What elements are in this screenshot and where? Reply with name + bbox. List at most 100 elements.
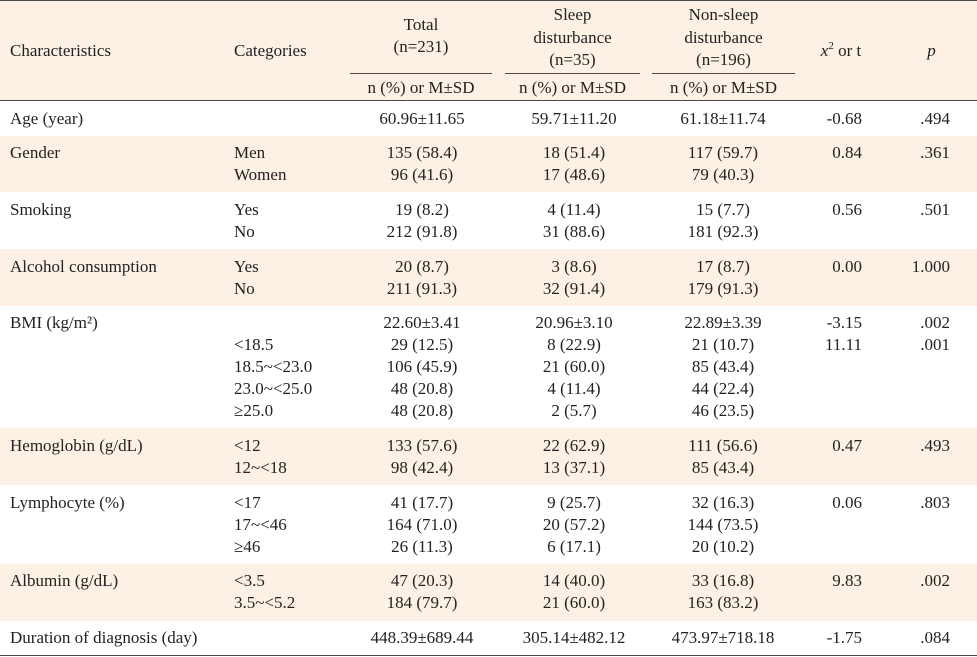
category-text: 23.0~<25.0 [234,379,313,399]
table-row: Age (year) 60.96±11.65 59.71±11.20 61.18±11… [0,101,977,136]
sleep-disturbance-cell: 20.96±3.10 8 (22.9) 21 (60.0) 4 (11.4) 2 (5.… [494,312,654,422]
characteristic-cell: Duration of diagnosis (day) [0,627,226,649]
total-text: 98 (42.4) [390,457,454,477]
non-sleep-disturbance-text: 22.89±3.39 [684,313,762,333]
total-text: 106 (45.9) [386,357,458,377]
table-row: Hemoglobin (g/dL) <12 12~<18 133 (57.6) 98 (… [0,428,977,486]
non-sleep-disturbance-text: 32 (16.3) [691,492,755,512]
sleep-disturbance-cell: 9 (25.7) 20 (57.2) 6 (17.1) [494,492,654,558]
sleep-disturbance-text: 31 (88.6) [542,221,606,241]
total-text: 26 (11.3) [391,536,453,556]
category-text: <17 [234,492,261,512]
p-value-cell: .002.001 [890,312,977,422]
sleep-disturbance-text: 4 (11.4) [547,199,601,219]
header-total-title: Total [403,15,439,34]
category-cell: Yes No [226,199,350,243]
total-cell: 133 (57.6) 98 (42.4) [350,435,494,479]
sleep-disturbance-text: 2 (5.7) [551,401,597,421]
category-text: <12 [234,435,261,455]
category-text: Men [234,143,266,163]
non-sleep-disturbance-text: 20 (10.2) [691,536,755,556]
header-sleep-rule [505,73,640,74]
characteristic-cell: Gender [0,142,226,186]
characteristic-label: Alcohol consumption [10,256,157,276]
test-statistic-cell: -1.75 [792,627,890,649]
header-non-sleep-disturbance: Non-sleep disturbance (n=196) [652,4,795,72]
p-value-text [890,457,950,479]
p-value-cell: .084 [890,627,977,649]
category-text: No [234,221,255,241]
total-text: 164 (71.0) [386,514,458,534]
characteristic-label: Age (year) [10,108,84,128]
non-sleep-disturbance-text: 163 (83.2) [687,593,759,613]
header-sleep-n: (n=35) [549,50,596,69]
characteristic-cell: BMI (kg/m²) [0,312,226,422]
characteristic-cell: Hemoglobin (g/dL) [0,435,226,479]
sleep-disturbance-text: 21 (60.0) [542,357,606,377]
header-stat-symbol: x [820,41,829,60]
non-sleep-disturbance-text: 15 (7.7) [696,199,750,219]
total-cell: 41 (17.7) 164 (71.0) 26 (11.3) [350,492,494,558]
sleep-disturbance-text: 20 (57.2) [542,514,606,534]
non-sleep-disturbance-text: 111 (56.6) [688,435,758,455]
sleep-disturbance-text: 21 (60.0) [542,593,606,613]
total-text: 133 (57.6) [386,435,458,455]
p-value-cell: .501 [890,199,977,243]
category-cell: <12 12~<18 [226,435,350,479]
table-row: Gender Men Women 135 (58.4) 96 (41.6) 18 (51.… [0,135,977,193]
category-cell: Yes No [226,256,350,300]
characteristic-label: Lymphocyte (%) [10,492,125,512]
non-sleep-disturbance-cell: 111 (56.6) 85 (43.4) [654,435,792,479]
sleep-disturbance-cell: 18 (51.4) 17 (48.6) [494,142,654,186]
sleep-disturbance-text: 6 (17.1) [547,536,601,556]
total-text: 96 (41.6) [390,165,454,185]
test-statistic-text: 0.06 [832,492,862,512]
total-text: 22.60±3.41 [383,313,461,333]
total-text: 29 (12.5) [390,335,454,355]
category-cell: <17 17~<46 ≥46 [226,492,350,558]
characteristic-cell: Age (year) [0,108,226,130]
category-text: Women [234,165,287,185]
table-row: Lymphocyte (%) <17 17~<46 ≥46 41 (17.7) 164 (… [0,485,977,564]
total-text: 60.96±11.65 [379,108,465,128]
header-total-rule [350,73,492,74]
header-total-subtitle: n (%) or M±SD [367,78,475,97]
non-sleep-disturbance-text: 473.97±718.18 [671,628,775,647]
non-sleep-disturbance-cell: 33 (16.8) 163 (83.2) [654,570,792,614]
total-text: 448.39±689.44 [370,628,474,647]
test-statistic-text [792,514,862,536]
characteristic-label: Smoking [10,199,72,219]
header-nonsleep-title-line1: Non-sleep [688,5,759,24]
category-text: 12~<18 [234,457,287,477]
table-row: Alcohol consumption Yes No 20 (8.7) 211 (91.… [0,249,977,306]
header-categories: Categories [234,41,307,60]
test-statistic-text [792,356,862,378]
header-total: Total (n=231) [350,14,492,58]
p-value-text: 1.000 [911,256,950,276]
header-test-statistic: x2 or t [796,40,886,64]
header-p-value: p [927,41,936,60]
total-cell: 135 (58.4) 96 (41.6) [350,142,494,186]
total-cell: 60.96±11.65 [350,108,494,130]
p-value-text [890,400,950,422]
characteristic-label: Gender [10,143,61,163]
header-characteristics: Characteristics [10,41,112,60]
sleep-disturbance-cell: 59.71±11.20 [494,108,654,130]
sleep-disturbance-text: 8 (22.9) [547,335,601,355]
non-sleep-disturbance-cell: 473.97±718.18 [654,627,792,649]
test-statistic-cell: 0.06 [792,492,890,558]
p-value-text: .361 [920,143,950,163]
total-text: 47 (20.3) [390,571,454,591]
table-row: BMI (kg/m²) <18.5 18.5~<23.0 23.0~<25.0 ≥25.… [0,305,977,429]
non-sleep-disturbance-text: 79 (40.3) [691,165,755,185]
characteristic-cell: Alcohol consumption [0,256,226,300]
table-row: Albumin (g/dL) <3.5 3.5~<5.2 47 (20.3) 184 (… [0,563,977,621]
p-value-text: .084 [920,628,950,647]
table-row: Smoking Yes No 19 (8.2) 212 (91.8) 4 (11.4) 31… [0,192,977,250]
category-text: 3.5~<5.2 [234,593,296,613]
sleep-disturbance-text: 9 (25.7) [547,492,601,512]
header-sleep-title-line2: disturbance [533,27,612,47]
category-text: ≥46 [234,536,261,556]
p-value-text [890,592,950,614]
